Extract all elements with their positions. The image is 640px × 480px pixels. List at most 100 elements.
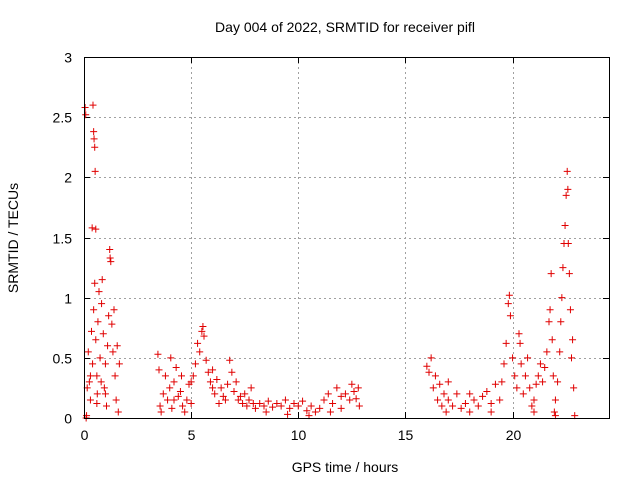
- data-point: [434, 396, 442, 404]
- data-point: [524, 354, 532, 362]
- data-point: [550, 408, 558, 416]
- data-point: [449, 402, 457, 410]
- data-point: [509, 354, 517, 362]
- data-point: [92, 336, 100, 344]
- data-point: [440, 390, 448, 398]
- data-point: [105, 312, 113, 320]
- data-point: [569, 336, 577, 344]
- data-point: [91, 279, 99, 287]
- data-point: [232, 378, 240, 386]
- data-point: [562, 191, 570, 199]
- data-point: [170, 396, 178, 404]
- data-point: [563, 167, 571, 175]
- data-point: [551, 396, 559, 404]
- data-point: [277, 402, 285, 410]
- data-point: [547, 270, 555, 278]
- data-point: [262, 408, 270, 416]
- data-point: [91, 143, 99, 151]
- y-tick-label: 1.5: [53, 231, 73, 247]
- data-point: [532, 380, 540, 388]
- chart-title: Day 004 of 2022, SRMTID for receiver pif…: [215, 19, 475, 35]
- x-tick-label: 5: [188, 427, 196, 443]
- data-point: [568, 354, 575, 362]
- data-point: [354, 384, 362, 392]
- data-point: [311, 408, 319, 416]
- data-point: [570, 384, 578, 392]
- data-point: [474, 402, 482, 410]
- data-point: [559, 264, 567, 272]
- data-point: [93, 372, 101, 380]
- data-point: [95, 288, 103, 296]
- data-point: [427, 354, 435, 362]
- data-point: [82, 111, 90, 119]
- data-point: [86, 396, 94, 404]
- data-point: [326, 408, 334, 416]
- data-point: [155, 366, 163, 374]
- data-point: [110, 306, 118, 314]
- data-point: [337, 392, 345, 400]
- data-point: [545, 318, 553, 326]
- data-point: [515, 330, 523, 338]
- data-point: [84, 348, 92, 356]
- data-point: [99, 330, 107, 338]
- data-point: [273, 400, 281, 408]
- data-point: [88, 224, 96, 232]
- data-point: [168, 404, 176, 412]
- data-point: [350, 388, 358, 396]
- data-point: [561, 221, 569, 229]
- data-point: [113, 342, 121, 350]
- data-point: [108, 320, 116, 328]
- data-point: [191, 360, 199, 368]
- plot-frame: [84, 57, 610, 419]
- data-point: [101, 360, 109, 368]
- data-point: [534, 372, 542, 380]
- data-point: [228, 368, 236, 376]
- data-point: [429, 384, 437, 392]
- data-point: [106, 246, 114, 254]
- data-point: [543, 348, 551, 356]
- data-point: [329, 400, 337, 408]
- data-point: [249, 400, 257, 408]
- data-point: [114, 408, 122, 416]
- data-point: [90, 128, 98, 136]
- data-point: [166, 384, 174, 392]
- data-point: [281, 396, 289, 404]
- data-point: [243, 402, 251, 410]
- data-point: [94, 318, 102, 326]
- data-point: [239, 400, 247, 408]
- data-point: [461, 400, 469, 408]
- data-point: [286, 404, 294, 412]
- data-point: [457, 404, 465, 412]
- data-point: [202, 356, 210, 364]
- data-point: [491, 380, 499, 388]
- data-point: [519, 390, 527, 398]
- data-point: [187, 400, 195, 408]
- data-point: [215, 400, 223, 408]
- data-point: [438, 402, 446, 410]
- data-point: [444, 396, 452, 404]
- data-point: [504, 300, 512, 308]
- data-point: [316, 404, 324, 412]
- data-point: [93, 400, 101, 408]
- data-point: [564, 240, 572, 248]
- data-point: [204, 368, 212, 376]
- data-point: [236, 392, 244, 400]
- data-points: [81, 101, 579, 422]
- data-point: [526, 384, 534, 392]
- x-axis-label: GPS time / hours: [292, 459, 399, 475]
- data-point: [98, 276, 106, 284]
- data-point: [549, 372, 557, 380]
- data-point: [348, 380, 356, 388]
- data-point: [89, 101, 97, 109]
- data-point: [337, 404, 345, 412]
- data-point: [199, 323, 207, 331]
- y-tick-label: 3: [64, 50, 72, 66]
- data-point: [556, 348, 564, 356]
- data-point: [346, 396, 354, 404]
- data-point: [305, 412, 313, 420]
- data-point: [530, 408, 538, 416]
- y-tick-label: 0: [64, 411, 72, 427]
- data-point: [355, 402, 363, 410]
- data-point: [115, 360, 123, 368]
- data-point: [505, 291, 513, 299]
